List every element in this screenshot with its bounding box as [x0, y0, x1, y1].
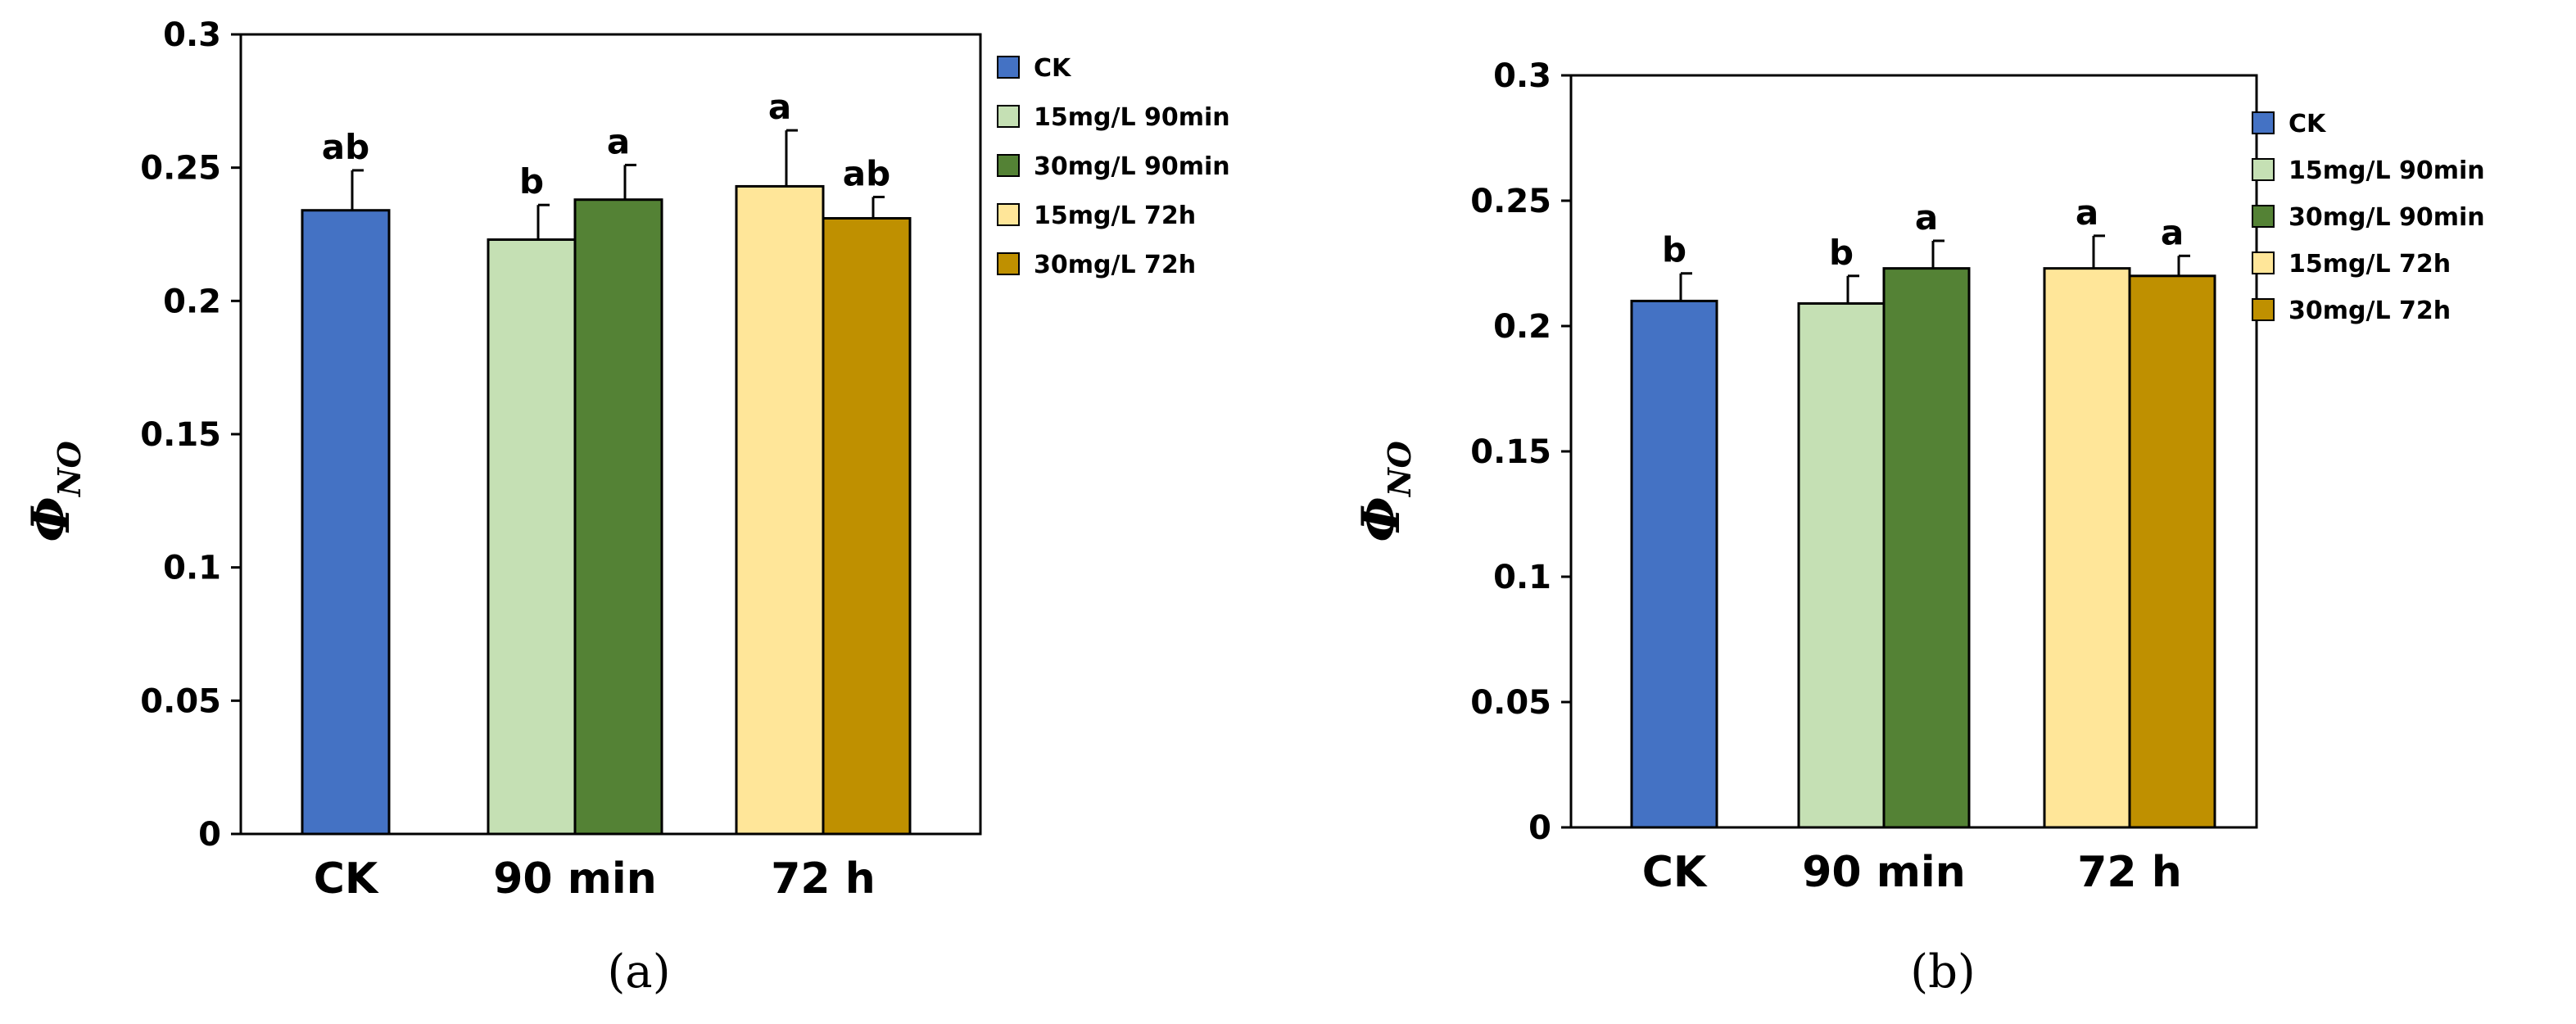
- bar-ck: [301, 209, 391, 836]
- legend: CK 15mg/L 90min 30mg/L 90min 15mg/L 72h 30mg…: [2252, 110, 2485, 325]
- legend-swatch: [997, 252, 1020, 275]
- significance-label: ab: [843, 153, 890, 193]
- y-tick-label: 0.15: [1470, 433, 1551, 471]
- legend-label: 30mg/L 90min: [1034, 152, 1230, 181]
- bar-30mg-l-90min: [1882, 267, 1971, 829]
- legend-label: CK: [1034, 54, 1072, 83]
- legend-swatch: [2252, 298, 2275, 321]
- significance-label: ab: [322, 127, 369, 167]
- chart-panel-a: ab CK b a 90 min a ab 72 h 0 0.05 0.1 0.15 0.2 0.25 0.…: [20, 16, 1230, 999]
- bar-15mg-l-72h: [735, 184, 825, 836]
- legend-swatch: [2252, 111, 2275, 134]
- x-tick-label: 72 h: [771, 854, 876, 904]
- y-tick-label: 0.25: [140, 150, 221, 188]
- legend-swatch: [2252, 251, 2275, 274]
- y-tick-label: 0.2: [1493, 308, 1551, 346]
- legend-label: 30mg/L 72h: [1034, 251, 1196, 279]
- significance-label: a: [607, 121, 630, 161]
- legend-swatch: [997, 56, 1020, 79]
- bar-30mg-l-90min: [573, 198, 663, 836]
- significance-label: a: [2076, 193, 2098, 233]
- significance-label: a: [768, 87, 791, 127]
- panel-label: (b): [1910, 945, 1976, 999]
- x-tick-label: CK: [1642, 848, 1708, 897]
- y-tick-label: 0.3: [163, 16, 221, 54]
- legend-label: 30mg/L 90min: [2289, 203, 2485, 232]
- y-tick-label: 0.05: [140, 682, 221, 720]
- legend-label: 15mg/L 72h: [2289, 250, 2451, 279]
- y-tick-label: 0.05: [1470, 684, 1551, 722]
- significance-label: a: [1915, 197, 1938, 238]
- y-tick-label: 0.3: [1493, 57, 1551, 95]
- significance-label: b: [519, 161, 544, 202]
- bar-15mg-l-90min: [1797, 301, 1886, 829]
- bar-15mg-l-72h: [2043, 267, 2131, 829]
- x-tick-label: 72 h: [2077, 848, 2182, 897]
- y-tick-label: 0.15: [140, 416, 221, 454]
- significance-label: b: [1662, 230, 1686, 270]
- x-tick-label: CK: [314, 854, 379, 904]
- legend-swatch: [2252, 205, 2275, 228]
- legend-swatch: [997, 154, 1020, 177]
- y-tick-label: 0.25: [1470, 183, 1551, 220]
- y-tick-label: 0: [198, 816, 221, 854]
- chart-panel-b: b CK b a 90 min a a 72 h 0 0.05 0.1 0.15 0.2 0.25 0.3 Φ…: [1351, 57, 2485, 999]
- legend-swatch: [997, 105, 1020, 128]
- y-axis-label: ΦNO: [1351, 441, 1418, 542]
- legend: CK 15mg/L 90min 30mg/L 90min 15mg/L 72h 30mg…: [997, 54, 1230, 279]
- bar-30mg-l-72h: [822, 216, 912, 836]
- legend-label: CK: [2289, 110, 2327, 138]
- bar-15mg-l-90min: [487, 238, 577, 836]
- y-tick-label: 0.1: [163, 550, 221, 587]
- x-tick-label: 90 min: [1802, 848, 1966, 897]
- legend-label: 30mg/L 72h: [2289, 297, 2451, 325]
- y-tick-label: 0.1: [1493, 559, 1551, 596]
- legend-label: 15mg/L 72h: [1034, 202, 1196, 230]
- significance-label: b: [1829, 233, 1854, 273]
- y-tick-label: 0: [1528, 809, 1551, 847]
- significance-label: a: [2161, 212, 2184, 252]
- bar-30mg-l-72h: [2128, 274, 2216, 829]
- legend-swatch: [2252, 158, 2275, 181]
- legend-label: 15mg/L 90min: [2289, 156, 2485, 185]
- y-tick-label: 0.2: [163, 283, 221, 320]
- bar-ck: [1630, 299, 1718, 829]
- x-tick-label: 90 min: [493, 854, 657, 904]
- y-axis-label: ΦNO: [20, 441, 88, 542]
- legend-swatch: [997, 203, 1020, 226]
- legend-label: 15mg/L 90min: [1034, 103, 1230, 132]
- panel-label: (a): [607, 945, 670, 999]
